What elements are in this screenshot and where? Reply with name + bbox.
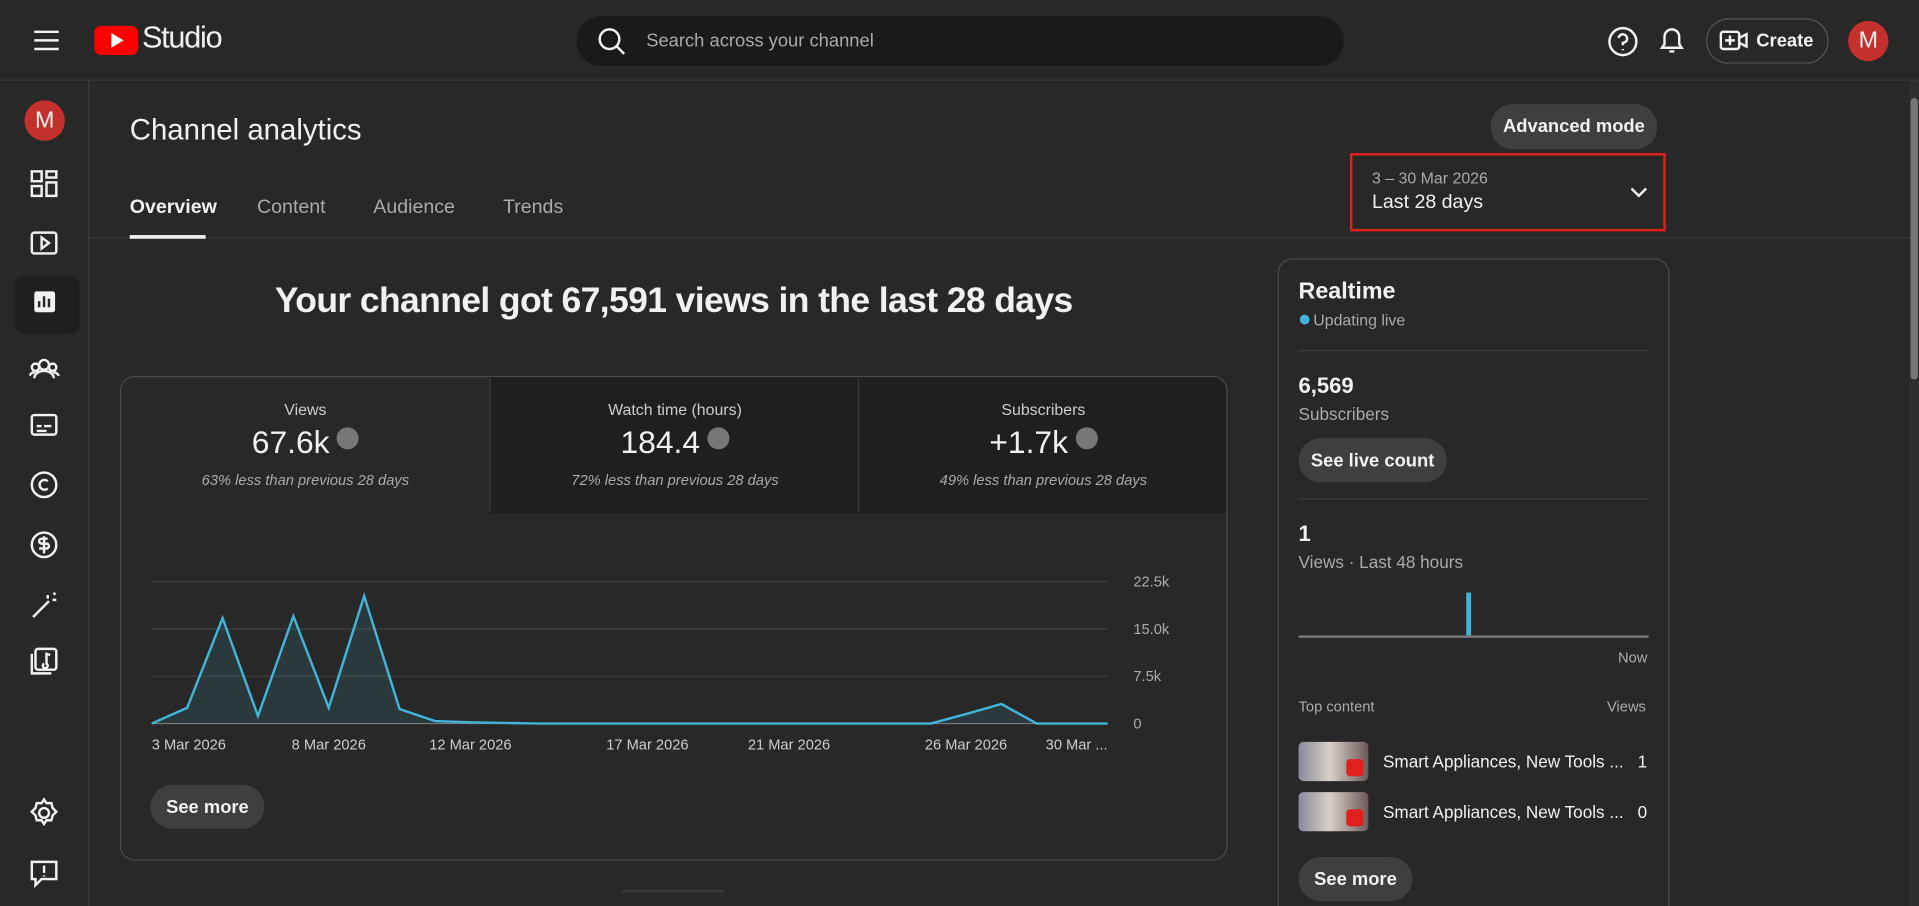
metric-value: 67.6k: [121, 424, 489, 462]
advanced-mode-button[interactable]: Advanced mode: [1490, 104, 1658, 150]
y-tick-label: 7.5k: [1133, 669, 1161, 685]
content-views: 0: [1637, 801, 1648, 822]
create-button[interactable]: [1706, 18, 1829, 64]
divider: [1298, 498, 1649, 500]
tab[interactable]: Content: [257, 197, 326, 218]
x-tick-label: 26 Mar 2026: [925, 737, 1007, 753]
menu-button[interactable]: [33, 28, 60, 52]
tab-indicator: [129, 235, 206, 239]
tabs-divider: [89, 237, 1910, 239]
views-header: Views: [1606, 697, 1646, 715]
scrollbar-thumb[interactable]: [1910, 97, 1918, 380]
create-label[interactable]: Create: [1756, 30, 1814, 52]
shorts-badge: [1346, 759, 1364, 777]
sidebar-nav[interactable]: [29, 169, 61, 904]
date-range-chevron: [1630, 187, 1648, 198]
search-icon: [598, 28, 626, 55]
shorts-badge: [1346, 809, 1364, 827]
date-range-label: Last 28 days: [1371, 192, 1484, 214]
x-tick-label: 21 Mar 2026: [748, 737, 830, 753]
y-tick-label: 22.5k: [1133, 574, 1170, 590]
x-tick-label: 30 Mar ...: [1046, 737, 1108, 753]
metric-value: 67.6k: [251, 423, 330, 461]
trend-down-icon: [336, 427, 359, 450]
channel-avatar[interactable]: M: [24, 100, 65, 141]
y-tick-label: 15.0k: [1133, 622, 1170, 638]
metric-value: 184.4: [620, 423, 701, 461]
metric-tab[interactable]: Subscribers +1.7k 49% less than previous 2…: [857, 378, 1228, 512]
metric-change: 49% less than previous 28 days: [939, 471, 1148, 489]
metric-value: 184.4: [491, 424, 859, 462]
page-title: Channel analytics: [129, 113, 362, 147]
realtime-status: Updating live: [1313, 310, 1406, 330]
metric-label: Subscribers: [1001, 400, 1086, 419]
metric-label: Watch time (hours): [608, 400, 742, 419]
content-title[interactable]: Smart Appliances, New Tools ...: [1383, 801, 1624, 822]
x-tick-label: 17 Mar 2026: [606, 737, 688, 753]
help-button[interactable]: [1607, 26, 1639, 58]
metric-tab[interactable]: Watch time (hours) 184.4 72% less than pre…: [489, 378, 860, 512]
date-range-dates: 3 – 30 Mar 2026: [1371, 168, 1488, 188]
account-avatar[interactable]: M: [1848, 20, 1889, 62]
metric-value: +1.7k: [989, 423, 1069, 461]
metrics-card: [119, 375, 1228, 861]
realtime-card: [1277, 258, 1670, 906]
logo-icon[interactable]: [94, 25, 139, 56]
metric-tab[interactable]: Views 67.6k 63% less than previous 28 days: [121, 378, 489, 511]
metric-value: +1.7k: [859, 424, 1227, 462]
tab[interactable]: Trends: [503, 197, 564, 218]
trend-down-icon: [707, 427, 730, 450]
realtime-baseline: [1298, 635, 1649, 638]
search-placeholder: Search across your channel: [646, 30, 874, 52]
realtime-views: 1: [1298, 521, 1311, 547]
search-box[interactable]: [576, 15, 1344, 67]
x-tick-label: 12 Mar 2026: [429, 737, 511, 753]
divider: [1298, 350, 1649, 352]
subscriber-label: Subscribers: [1298, 404, 1390, 424]
realtime-bar: [1466, 592, 1472, 636]
divider: [621, 890, 725, 893]
top-content-label: Top content: [1298, 697, 1375, 715]
y-tick-label: 0: [1133, 716, 1141, 732]
see-more-button[interactable]: See more: [1298, 857, 1413, 902]
content-title[interactable]: Smart Appliances, New Tools ...: [1383, 751, 1624, 772]
tab[interactable]: Overview: [129, 197, 217, 218]
top-bar: [0, 0, 1919, 81]
metric-change: 72% less than previous 28 days: [571, 471, 779, 489]
create-icon: [1719, 30, 1748, 51]
content-views: 1: [1637, 751, 1648, 772]
date-range-picker[interactable]: [1349, 153, 1666, 232]
trend-down-icon: [1075, 427, 1098, 450]
x-tick-label: 8 Mar 2026: [292, 737, 366, 753]
headline: Your channel got 67,591 views in the las…: [274, 281, 1073, 321]
tab[interactable]: Audience: [373, 197, 455, 218]
realtime-views-label: Views · Last 48 hours: [1298, 552, 1464, 572]
see-more-button[interactable]: See more: [150, 784, 265, 829]
logo-text[interactable]: Studio: [141, 20, 223, 56]
subscriber-count: 6,569: [1298, 373, 1354, 398]
metric-tabs-bg: [489, 377, 1227, 513]
now-label: Now: [1617, 648, 1648, 667]
metric-change: 63% less than previous 28 days: [201, 471, 410, 489]
see-live-count-button[interactable]: See live count: [1298, 438, 1447, 483]
notifications-button[interactable]: [1658, 24, 1685, 56]
scrollbar-track[interactable]: [1909, 80, 1919, 906]
live-dot: [1299, 314, 1310, 325]
line: [151, 591, 1108, 725]
sidebar-divider: [88, 80, 90, 906]
realtime-title: Realtime: [1298, 279, 1396, 305]
x-tick-label: 3 Mar 2026: [152, 737, 226, 753]
metric-label: Views: [284, 400, 327, 419]
area: [151, 596, 1108, 724]
